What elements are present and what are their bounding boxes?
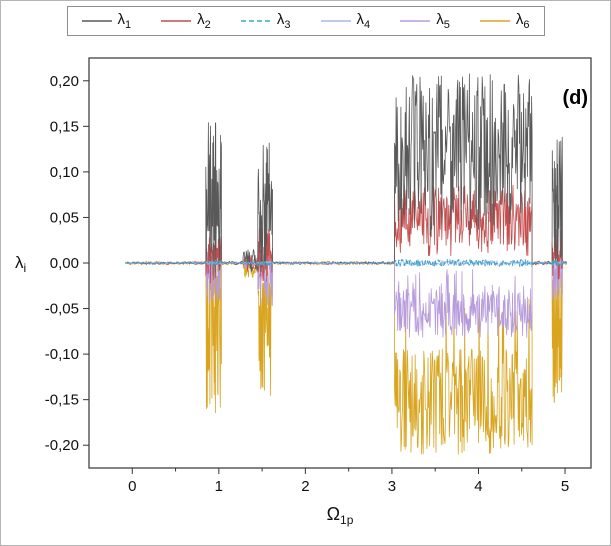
y-tick-label: 0,20 (50, 73, 79, 90)
y-tick-label: -0,15 (45, 392, 79, 409)
legend-line-lambda1 (81, 20, 112, 22)
legend-item-lambda2: λ2 (161, 11, 211, 31)
y-tick-label: -0,10 (45, 346, 79, 363)
x-tick-label: 0 (128, 478, 136, 495)
legend-line-lambda5 (400, 20, 431, 22)
y-tick-label: 0,10 (50, 164, 79, 181)
x-tick-label: 3 (388, 478, 396, 495)
legend-line-lambda4 (320, 20, 351, 22)
legend-item-lambda3: λ3 (240, 11, 291, 31)
legend-line-lambda6 (479, 20, 510, 22)
legend-item-lambda5: λ5 (400, 11, 450, 31)
series-group (125, 73, 568, 455)
series-line-lambda1 (125, 73, 568, 276)
x-tick-label: 1 (215, 478, 223, 495)
legend-line-lambda3 (240, 20, 271, 22)
legend-line-lambda2 (161, 20, 192, 22)
legend-label-lambda2: λ2 (197, 11, 211, 31)
legend-item-lambda1: λ1 (81, 11, 132, 31)
chart-legend: λ1 λ2 λ3 λ4 λ5 λ6 (66, 6, 545, 36)
x-tick-label: 5 (561, 478, 569, 495)
legend-item-lambda4: λ4 (320, 11, 371, 31)
x-axis-label: Ω1p (327, 504, 354, 527)
x-tick-label: 2 (301, 478, 309, 495)
legend-label-lambda5: λ5 (436, 11, 450, 31)
legend-item-lambda6: λ6 (479, 11, 530, 31)
series-line-lambda3 (125, 258, 567, 268)
series-line-lambda6 (125, 255, 568, 455)
y-axis-label: λi (15, 253, 26, 275)
panel-annotation: (d) (562, 87, 588, 109)
y-tick-label: 0,05 (50, 209, 79, 226)
legend-label-lambda1: λ1 (117, 11, 132, 31)
legend-label-lambda6: λ6 (515, 11, 530, 31)
legend-label-lambda3: λ3 (276, 11, 291, 31)
y-tick-label: -0,05 (45, 301, 79, 318)
y-tick-label: 0,00 (50, 255, 79, 272)
y-tick-label: 0,15 (50, 118, 79, 135)
y-tick-label: -0,20 (45, 437, 79, 454)
x-tick-label: 4 (474, 478, 482, 495)
legend-label-lambda4: λ4 (356, 11, 371, 31)
